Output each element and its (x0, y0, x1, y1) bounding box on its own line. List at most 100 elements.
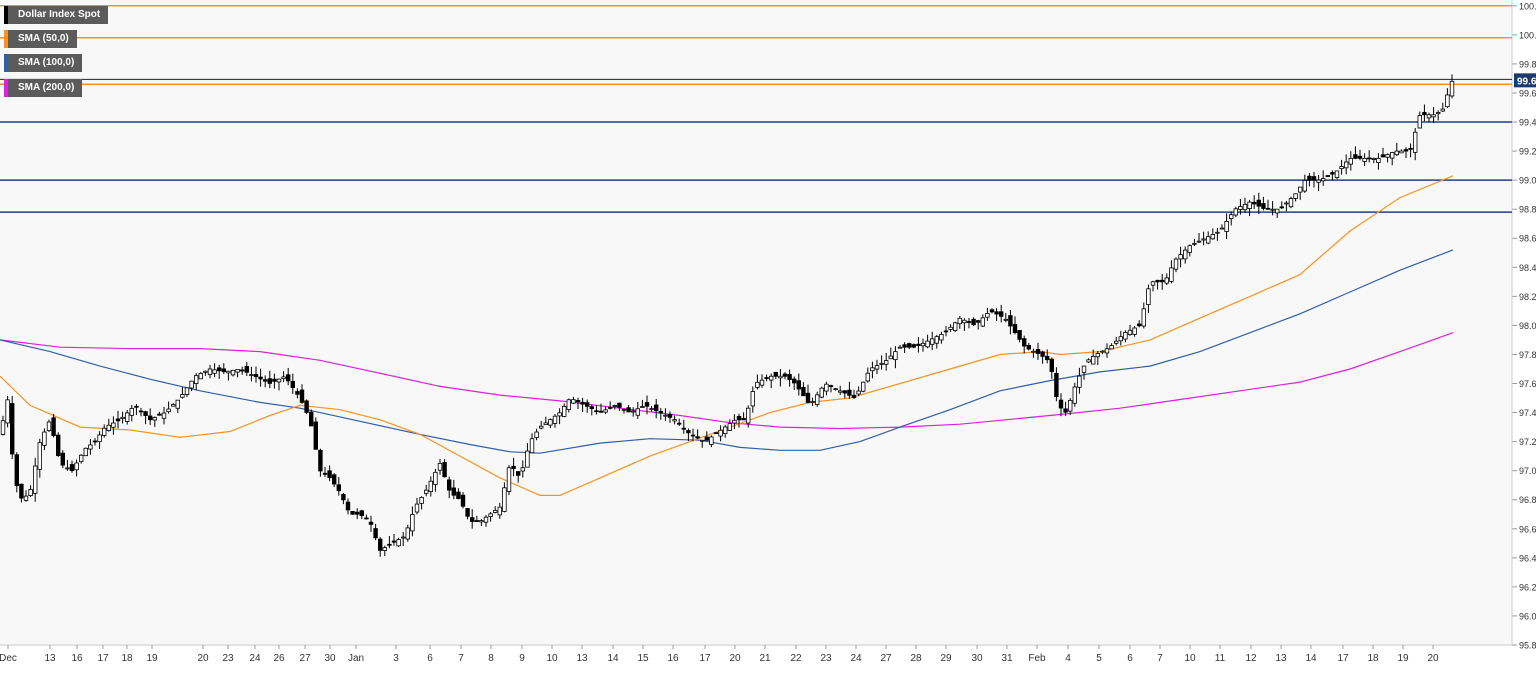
candle-body (387, 543, 392, 546)
candle-body (1334, 170, 1340, 178)
candle-body (465, 508, 470, 517)
candle-body (1146, 288, 1151, 305)
candle-body (1445, 94, 1450, 108)
x-tick-label: 17 (97, 653, 109, 664)
candle-body (102, 427, 107, 436)
candle-body (74, 462, 79, 471)
candle-body (534, 431, 539, 438)
legend-item-sma200[interactable]: SMA (200,0) (4, 79, 83, 97)
candle-body (79, 454, 84, 463)
candle-body (364, 517, 369, 520)
candle-body (930, 338, 935, 345)
x-tick-label: 13 (44, 653, 56, 664)
candle-body (258, 376, 263, 380)
x-tick-label: 23 (222, 653, 234, 664)
candle-body (308, 411, 314, 427)
candle-body (764, 377, 769, 379)
candle-body (37, 442, 42, 470)
x-tick-label: 5 (1096, 653, 1102, 664)
legend-item-price[interactable]: Dollar Index Spot (4, 6, 109, 24)
candle-body (414, 503, 420, 513)
x-tick-label: 31 (1001, 653, 1013, 664)
candle-body (902, 344, 907, 348)
candle-body (1054, 372, 1059, 397)
x-tick-label: 3 (393, 653, 399, 664)
candle-body (1173, 258, 1179, 270)
legend-label-sma50: SMA (50,0) (18, 33, 69, 44)
x-tick-label: 7 (1157, 653, 1163, 664)
candle-body (83, 447, 88, 457)
candle-body (1436, 112, 1441, 115)
candle-body (1275, 208, 1280, 214)
candle-body (97, 434, 102, 443)
y-tick-label: 96.40 (1519, 553, 1536, 563)
candle-body (1362, 157, 1367, 162)
candle-body (446, 479, 452, 491)
candle-body (580, 401, 585, 405)
x-tick-label: 23 (820, 653, 832, 664)
x-tick-label: 30 (971, 653, 983, 664)
candle-body (1316, 179, 1321, 183)
candle-body (962, 319, 967, 324)
candle-body (750, 391, 755, 407)
x-tick-label: 29 (940, 653, 952, 664)
y-tick-label: 96.80 (1519, 495, 1536, 505)
candle-body (492, 510, 498, 513)
candle-body (690, 434, 696, 437)
candle-body (115, 418, 121, 422)
candle-body (1104, 348, 1110, 354)
candle-body (856, 390, 861, 395)
candle-body (1183, 249, 1188, 260)
candle-body (718, 429, 723, 437)
candle-body (442, 462, 447, 478)
legend-item-sma100[interactable]: SMA (100,0) (4, 54, 83, 72)
candle-body (727, 423, 732, 431)
x-tick-label: 18 (121, 653, 133, 664)
candle-body (502, 487, 507, 512)
legend-item-sma50[interactable]: SMA (50,0) (4, 30, 77, 48)
candle-body (129, 408, 134, 416)
y-tick-label: 99.60 (1519, 88, 1536, 98)
candle-body (1440, 108, 1445, 112)
candle-body (543, 422, 548, 426)
candle-body (1302, 180, 1307, 192)
y-tick-label: 98.40 (1519, 263, 1536, 273)
candle-body (677, 422, 682, 425)
candle-body (1114, 340, 1119, 344)
candle-body (69, 464, 75, 472)
sma50-line (0, 175, 1454, 496)
candle-body (290, 380, 295, 388)
x-tick-label: 20 (1427, 653, 1439, 664)
plot-area (0, 0, 1512, 645)
candle-body (336, 484, 341, 492)
candle-body (235, 369, 240, 373)
candle-body (644, 402, 650, 407)
candle-body (391, 540, 397, 543)
candle-body (907, 343, 912, 348)
x-tick-label: 27 (880, 653, 892, 664)
candle-body (649, 408, 654, 410)
candle-body (157, 413, 162, 416)
candle-body (723, 426, 728, 435)
candle-body (1261, 203, 1266, 209)
candle-body (787, 374, 792, 380)
legend-label-sma200: SMA (200,0) (18, 82, 75, 93)
candle-body (695, 436, 700, 439)
candle-body (1238, 206, 1243, 210)
candle-body (525, 450, 530, 468)
candle-body (295, 391, 300, 395)
candle-body (603, 409, 608, 413)
candle-body (755, 381, 760, 388)
x-tick-label: 12 (1245, 653, 1257, 664)
candle-body (469, 517, 475, 522)
candle-body (1077, 375, 1082, 388)
candle-body (566, 399, 571, 410)
x-tick-label: 13 (576, 653, 588, 664)
candle-body (460, 494, 466, 507)
candle-body (989, 309, 995, 313)
candle-body (479, 520, 484, 523)
candle-body (654, 404, 659, 412)
candle-body (88, 444, 93, 450)
candle-body (244, 366, 249, 373)
